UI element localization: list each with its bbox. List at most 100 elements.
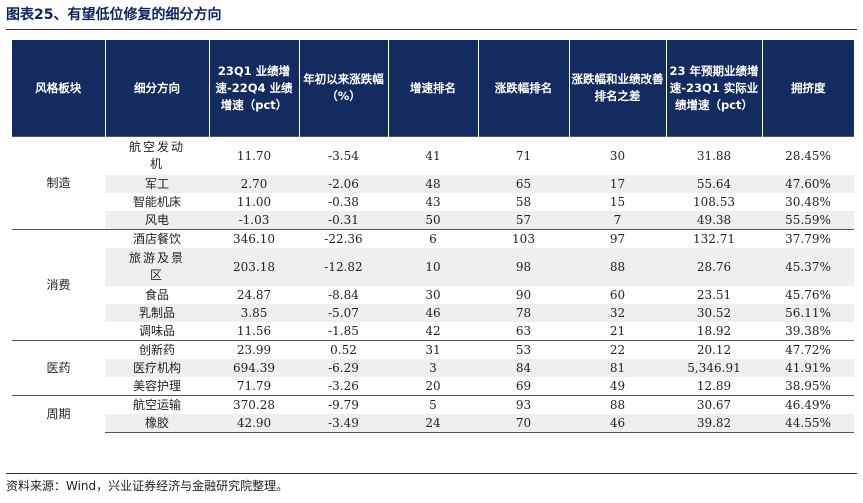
value-cell: 20.12 [666, 340, 762, 359]
value-cell: 93 [478, 395, 569, 414]
direction-cell: 美容护理 [132, 378, 181, 393]
source-rule [6, 473, 857, 474]
value-cell: 22 [569, 340, 666, 359]
title-rule [6, 29, 857, 30]
value-cell: 53 [478, 340, 569, 359]
value-cell: 15 [609, 195, 626, 209]
value-cell: 30.67 [666, 395, 762, 414]
value-cell: 70 [478, 414, 569, 433]
value-cell: 48 [388, 175, 478, 193]
sector-cell: 医药 [12, 340, 105, 396]
value-cell: 132.71 [666, 229, 762, 248]
value-cell: 47.60% [762, 175, 854, 193]
header-row: 风格板块 细分方向 23Q1 业绩增速-22Q4 业绩增速（pct） 年初以来涨… [12, 40, 854, 137]
sector-cell: 消费 [12, 229, 105, 341]
value-cell: 0.52 [299, 340, 388, 359]
value-cell: 45.37% [762, 248, 854, 286]
table-row: 调味品 11.56 -1.85 42 63 21 18.92 39.38% [12, 322, 854, 341]
value-cell: 78 [478, 304, 569, 322]
direction-cell: 创新药 [105, 340, 209, 359]
value-cell: 11.70 [209, 136, 299, 175]
direction-cell: 旅游及景区 [105, 248, 209, 286]
value-cell: 2.70 [209, 175, 299, 193]
table-row: 周期 航空运输 370.28 -9.79 5 93 88 30.67 46.49% [12, 395, 854, 433]
value-cell: -2.06 [299, 175, 388, 193]
value-cell: 24 [388, 414, 478, 433]
value-cell: -3.54 [299, 136, 388, 175]
value-cell: 65 [478, 175, 569, 193]
table-row: 医疗机构 694.39 -6.29 3 84 81 5,346.91 41.91% [12, 359, 854, 377]
value-cell: 55.59% [762, 211, 854, 230]
value-cell: 90 [515, 288, 532, 302]
value-cell: 694.39 [209, 359, 299, 377]
value-cell: 41 [388, 136, 478, 175]
direction-cell: 航空发动机 [105, 136, 209, 175]
table-row: 制造 航空发动机 11.70 -3.54 41 71 30 31.88 28.45% [12, 136, 854, 230]
header-cell: 拥挤度 [761, 40, 854, 137]
sector-cell: 周期 [12, 395, 105, 433]
value-cell: 56.11% [762, 304, 854, 322]
table-row: 美容护理 71.79 -3.26 20 69 49 12.89 38.95% [12, 377, 854, 396]
value-cell: 88 [569, 248, 666, 286]
value-cell: 81 [569, 359, 666, 377]
value-cell: 12.89 [696, 379, 732, 393]
direction-cell: 医疗机构 [105, 359, 209, 377]
value-cell: -1.03 [209, 211, 299, 230]
value-cell: 42.90 [209, 414, 299, 433]
value-cell: 58 [515, 195, 532, 209]
value-cell: -0.31 [299, 211, 388, 230]
value-cell: -12.82 [299, 248, 388, 286]
value-cell: 346.10 [209, 229, 299, 248]
header-cell: 增速排名 [387, 40, 478, 137]
value-cell: 28.45% [762, 136, 854, 175]
value-cell: 46 [388, 304, 478, 322]
value-cell: -1.85 [328, 324, 359, 338]
value-cell: 69 [515, 379, 532, 393]
value-cell: 24.87 [236, 288, 272, 302]
value-cell: 47.72% [762, 340, 854, 359]
value-cell: 57 [478, 211, 569, 230]
direction-cell: 军工 [105, 175, 209, 193]
value-cell: 98 [478, 248, 569, 286]
value-cell: 55.64 [666, 175, 762, 193]
value-cell: 97 [569, 229, 666, 248]
value-cell: 108.53 [693, 195, 735, 209]
direction-cell: 酒店餐饮 [105, 229, 209, 248]
value-cell: 42 [425, 324, 441, 338]
value-cell: 17 [569, 175, 666, 193]
value-cell: 20 [425, 379, 441, 393]
value-cell: 21 [609, 324, 626, 338]
data-table: 风格板块 细分方向 23Q1 业绩增速-22Q4 业绩增速（pct） 年初以来涨… [12, 40, 854, 433]
header-cell: 细分方向 [104, 40, 209, 137]
header-cell: 23 年预期业绩增速-23Q1 实际业绩增速（pct） [665, 40, 762, 137]
direction-cell: 智能机床 [132, 194, 181, 209]
value-cell: 10 [388, 248, 478, 286]
value-cell: 41.91% [762, 359, 854, 377]
value-cell: 23.99 [209, 340, 299, 359]
table-row: 风电 -1.03 -0.31 50 57 7 49.38 55.59% [12, 211, 854, 230]
value-cell: -3.49 [299, 414, 388, 433]
value-cell: 60 [609, 288, 626, 302]
value-cell: 18.92 [696, 324, 732, 338]
value-cell: 30.52 [666, 304, 762, 322]
value-cell: 30 [569, 136, 666, 175]
table-body: 制造 航空发动机 11.70 -3.54 41 71 30 31.88 28.45% 军工 2.70… [12, 136, 854, 433]
direction-cell: 调味品 [138, 323, 175, 338]
value-cell: 5 [388, 395, 478, 414]
table-row: 橡胶 42.90 -3.49 24 70 46 39.82 44.55% [12, 414, 854, 433]
value-cell: 203.18 [209, 248, 299, 286]
value-cell: 88 [569, 395, 666, 414]
direction-cell: 风电 [105, 211, 209, 230]
value-cell: -8.84 [328, 288, 359, 302]
value-cell: 11.56 [236, 324, 272, 338]
header-cell: 风格板块 [12, 40, 105, 137]
value-cell: 23.51 [696, 288, 732, 302]
value-cell: 3.85 [209, 304, 299, 322]
value-cell: 46.49% [762, 395, 854, 414]
header-cell: 涨跌幅排名 [477, 40, 569, 137]
header-cell: 年初以来涨跌幅（%） [298, 40, 388, 137]
direction-cell: 航空运输 [105, 395, 209, 414]
value-cell: -0.38 [328, 195, 359, 209]
value-cell: 71 [478, 136, 569, 175]
table-row: 医药 创新药 23.99 0.52 31 53 22 20.12 47.72% [12, 340, 854, 396]
